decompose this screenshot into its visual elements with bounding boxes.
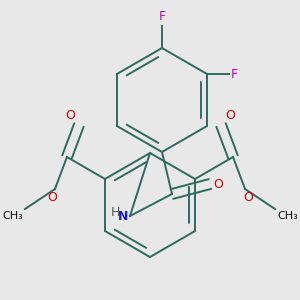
Text: F: F xyxy=(158,10,166,23)
Text: O: O xyxy=(213,178,223,190)
Text: N: N xyxy=(118,209,128,223)
Text: H: H xyxy=(111,206,120,220)
Text: O: O xyxy=(47,191,57,204)
Text: O: O xyxy=(243,191,253,204)
Text: F: F xyxy=(231,68,238,80)
Text: CH₃: CH₃ xyxy=(277,211,298,221)
Text: CH₃: CH₃ xyxy=(2,211,23,221)
Text: O: O xyxy=(65,109,75,122)
Text: O: O xyxy=(225,109,235,122)
